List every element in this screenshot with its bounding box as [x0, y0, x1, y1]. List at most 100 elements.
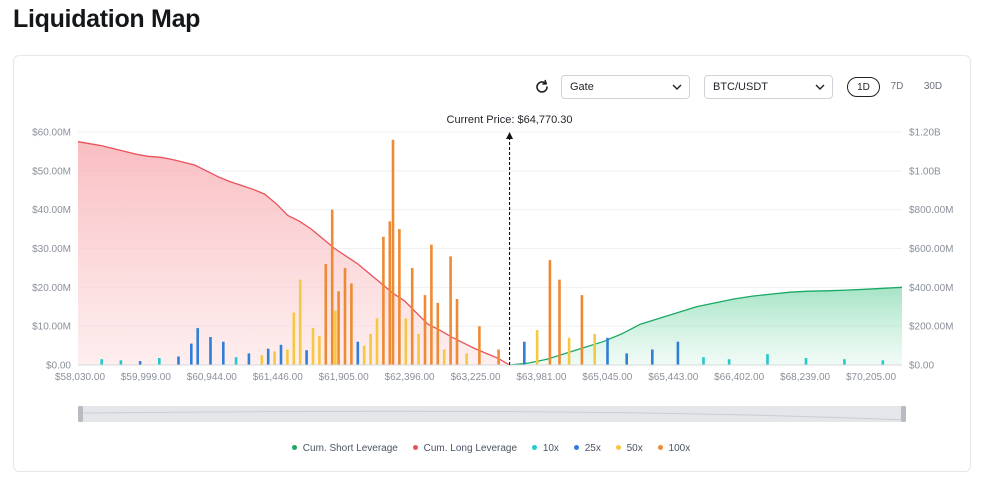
y-left-tick-label: $10.00M	[32, 322, 71, 333]
y-right-tick-label: $200.00M	[909, 322, 953, 333]
range-30d-button[interactable]: 30D	[923, 81, 943, 92]
x-tick-label: $59,999.00	[121, 372, 171, 383]
leverage-bar-50x	[535, 330, 539, 365]
legend-item-short[interactable]: Cum. Short Leverage	[291, 443, 398, 454]
zoom-handle-left[interactable]	[78, 406, 83, 422]
leverage-bar-100x	[497, 349, 500, 365]
legend-dot-25x	[573, 445, 579, 450]
short-leverage-line	[509, 286, 903, 366]
leverage-bar-50x	[273, 351, 276, 365]
leverage-bar-100x	[388, 221, 392, 365]
leverage-bar-100x	[382, 236, 385, 365]
leverage-bar-10x	[234, 357, 238, 365]
current-price-arrow	[506, 132, 514, 139]
leverage-bar-25x	[266, 348, 270, 365]
leverage-bar-25x	[676, 341, 680, 365]
leverage-bar-25x	[222, 341, 225, 365]
legend-item-25x[interactable]: 25x	[573, 443, 601, 454]
exchange-value: Gate	[570, 81, 594, 93]
leverage-bar-25x	[190, 343, 193, 365]
x-tick-label: $65,045.00	[582, 372, 632, 383]
chart-legend: Cum. Short Leverage Cum. Long Leverage 1…	[0, 443, 982, 454]
leverage-bar-10x	[119, 360, 123, 365]
zoom-sparkline	[81, 410, 904, 421]
exchange-select[interactable]: Gate	[561, 75, 690, 99]
leverage-bar-10x	[843, 359, 846, 365]
x-tick-label: $70,205.00	[846, 372, 896, 383]
leverage-bar-100x	[350, 283, 353, 365]
x-tick-label: $66,402.00	[714, 372, 764, 383]
leverage-bar-100x	[580, 295, 584, 365]
leverage-bar-10x	[158, 358, 161, 365]
leverage-bar-10x	[100, 359, 103, 365]
range-1d-button[interactable]: 1D	[847, 77, 880, 97]
leverage-bar-100x	[558, 279, 561, 365]
leverage-bar-25x	[625, 353, 628, 365]
leverage-bar-100x	[423, 295, 427, 365]
y-left-tick-label: $40.00M	[32, 205, 71, 216]
pair-select[interactable]: BTC/USDT	[704, 75, 833, 99]
leverage-bar-100x	[449, 256, 452, 365]
legend-dot-10x	[531, 445, 537, 450]
leverage-bar-50x	[593, 333, 596, 365]
y-left-tick-label: $20.00M	[32, 283, 71, 294]
leverage-bar-100x	[343, 267, 347, 365]
leverage-bar-100x	[478, 326, 481, 365]
y-left-tick-label: $0.00	[46, 361, 71, 372]
chevron-down-icon	[672, 84, 682, 90]
leverage-bar-100x	[548, 260, 552, 365]
x-tick-label: $61,446.00	[253, 372, 303, 383]
pair-value: BTC/USDT	[713, 81, 768, 93]
leverage-bar-100x	[337, 291, 340, 365]
legend-item-long[interactable]: Cum. Long Leverage	[412, 443, 517, 454]
leverage-bar-10x	[881, 360, 885, 365]
y-right-tick-label: $1.00B	[909, 166, 941, 177]
x-tick-label: $61,905.00	[319, 372, 369, 383]
current-price-label: Current Price: $64,770.30	[447, 114, 573, 126]
leverage-bar-50x	[292, 312, 296, 365]
leverage-bar-50x	[260, 355, 264, 365]
y-left-tick-label: $50.00M	[32, 166, 71, 177]
y-right-tick-label: $600.00M	[909, 244, 953, 255]
leverage-bar-50x	[362, 345, 366, 365]
legend-item-10x[interactable]: 10x	[531, 443, 559, 454]
legend-dot-100x	[657, 445, 663, 450]
refresh-icon[interactable]	[532, 77, 552, 97]
leverage-bar-50x	[298, 279, 302, 365]
legend-item-50x[interactable]: 50x	[615, 443, 643, 454]
page-title: Liquidation Map	[13, 5, 201, 33]
leverage-bar-25x	[651, 349, 654, 365]
range-7d-button[interactable]: 7D	[890, 81, 904, 92]
x-tick-label: $60,944.00	[187, 372, 237, 383]
leverage-bar-50x	[286, 349, 289, 365]
leverage-bar-25x	[356, 341, 360, 365]
y-right-tick-label: $1.20B	[909, 128, 941, 139]
leverage-bar-25x	[196, 328, 199, 365]
leverage-bar-50x	[334, 310, 337, 365]
leverage-bar-100x	[430, 244, 433, 365]
leverage-bar-50x	[404, 318, 408, 365]
x-tick-label: $63,225.00	[450, 372, 500, 383]
leverage-bar-100x	[436, 302, 440, 365]
legend-dot-long	[412, 445, 418, 450]
zoom-handle-right[interactable]	[901, 406, 906, 422]
leverage-bar-50x	[369, 333, 372, 365]
long-leverage-area	[78, 141, 510, 365]
leverage-bar-25x	[305, 350, 308, 365]
leverage-bar-50x	[311, 328, 315, 365]
leverage-bar-10x	[727, 359, 731, 365]
legend-item-100x[interactable]: 100x	[657, 443, 690, 454]
leverage-bar-50x	[417, 333, 420, 365]
leverage-bar-25x	[177, 356, 180, 365]
leverage-bar-10x	[702, 357, 705, 365]
leverage-bar-50x	[442, 349, 446, 365]
leverage-bar-100x	[398, 229, 401, 365]
leverage-bar-25x	[209, 337, 212, 365]
leverage-bar-100x	[324, 264, 328, 365]
leverage-bar-50x	[465, 353, 468, 365]
leverage-bar-10x	[804, 358, 808, 365]
legend-dot-50x	[615, 445, 621, 450]
leverage-bar-100x	[391, 139, 395, 365]
y-left-tick-label: $60.00M	[32, 128, 71, 139]
